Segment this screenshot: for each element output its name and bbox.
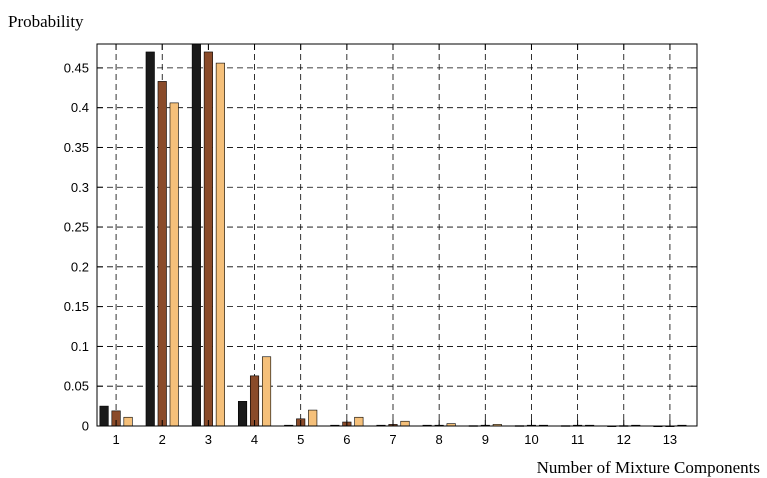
y-tick-label: 0.25 [64, 220, 89, 235]
x-tick-label: 13 [663, 432, 677, 447]
y-tick-label: 0 [82, 419, 89, 434]
y-tick-label: 0.45 [64, 60, 89, 75]
grid-layer [97, 44, 697, 426]
x-tick-label: 5 [297, 432, 304, 447]
y-tick-label: 0.35 [64, 140, 89, 155]
bar [249, 375, 260, 427]
x-tick-label: 11 [571, 432, 585, 447]
y-tick-label: 0.2 [71, 259, 89, 274]
y-tick-label: 0.3 [71, 180, 89, 195]
x-tick-label: 4 [251, 432, 258, 447]
x-tick-label: 8 [436, 432, 443, 447]
bar [203, 51, 213, 427]
bars-layer [99, 43, 687, 428]
bar [400, 420, 410, 427]
bar [99, 405, 109, 427]
bar [191, 43, 201, 427]
plot-frame [96, 43, 698, 427]
x-tick-label: 7 [389, 432, 396, 447]
y-axis-label: Probability [8, 12, 84, 31]
x-axis-label: Number of Mixture Components [537, 458, 760, 477]
x-tick-label: 3 [205, 432, 212, 447]
y-tick-label: 0.05 [64, 379, 89, 394]
x-tick-label: 9 [482, 432, 489, 447]
bar [157, 81, 167, 427]
y-tick-label: 0.4 [71, 100, 89, 115]
bar [237, 401, 248, 427]
bar [145, 51, 155, 427]
x-tick-label: 1 [112, 432, 119, 447]
bar [169, 102, 179, 427]
x-tick-label: 10 [524, 432, 538, 447]
ticks-layer: 00.050.10.150.20.250.30.350.40.451 2 3 4 5 6 7… [64, 44, 697, 447]
y-tick-label: 0.15 [64, 299, 89, 314]
x-tick-label: 6 [343, 432, 350, 447]
bar [123, 416, 133, 427]
x-tick-label: 2 [159, 432, 166, 447]
x-tick-label: 12 [617, 432, 631, 447]
bar [308, 409, 318, 427]
bar [261, 356, 272, 427]
y-tick-label: 0.1 [71, 339, 89, 354]
bar [354, 416, 364, 427]
bar [215, 62, 225, 427]
